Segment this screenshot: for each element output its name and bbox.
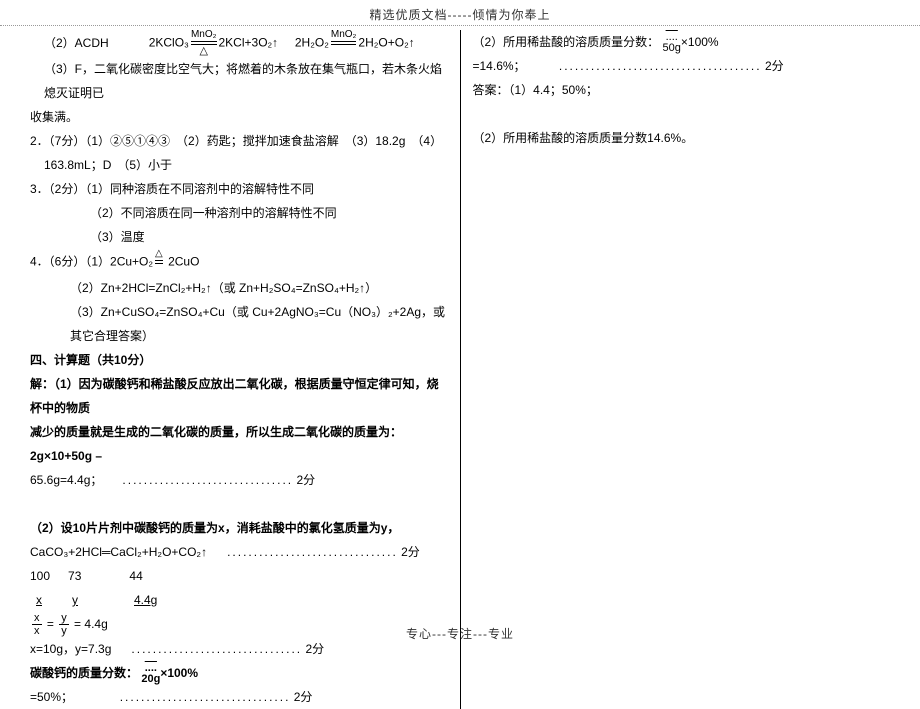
mass-row-1: 100 73 44 xyxy=(30,564,448,588)
label-2: （2）ACDH xyxy=(30,36,109,50)
dots1: ................................ xyxy=(122,473,293,487)
calc-line1c: 65.6g=4.4g； ............................… xyxy=(30,468,448,492)
rxn1-right: 2KCl+3O₂↑ xyxy=(219,36,279,50)
line-q3b: （2）不同溶质在同一种溶剂中的溶解特性不同 xyxy=(30,201,448,225)
m73: 73 xyxy=(68,564,81,588)
q4-arrow: △ xyxy=(155,249,163,276)
left-column: （2）ACDH 2KClO₃MnO₂△2KCl+3O₂↑ 2H₂O₂MnO₂ 2… xyxy=(30,30,461,709)
dots2: ................................ xyxy=(227,545,398,559)
rxn1-left: 2KClO₃ xyxy=(149,36,189,50)
chem-eq: CaCO₃+2HCl═CaCl₂+H₂O+CO₂↑ xyxy=(30,545,207,559)
m44: 44 xyxy=(129,564,142,588)
rxn2-left: 2H₂O₂ xyxy=(295,36,329,50)
page-footer: 专心---专注---专业 xyxy=(0,625,920,642)
line-q2b: 163.8mL；D （5）小于 xyxy=(30,153,448,177)
r-line2: =14.6%； ................................… xyxy=(473,54,891,78)
frac-20g: .... 20g xyxy=(141,663,160,685)
calc1c-val: 65.6g=4.4g； xyxy=(30,473,102,487)
score-2c: 2分 xyxy=(305,642,324,656)
dots4: ................................ xyxy=(120,690,291,704)
line-q3c: （3）温度 xyxy=(30,225,448,249)
q4-right: 2CuO xyxy=(165,255,200,269)
score-2d: 2分 xyxy=(294,690,313,704)
mx: x xyxy=(30,588,48,612)
line-q4b: （2）Zn+2HCl=ZnCl₂+H₂↑（或 Zn+H₂SO₄=ZnSO₄+H₂… xyxy=(30,276,448,300)
r-answer2: （2）所用稀盐酸的溶质质量分数14.6%。 xyxy=(473,126,891,150)
line-3f: （3）F，二氧化碳密度比空气大；将燃着的木条放在集气瓶口，若木条火焰熄灭证明已 xyxy=(30,57,448,105)
page-header: 精选优质文档-----倾情为你奉上 xyxy=(0,0,920,26)
calc-line1b: 减少的质量就是生成的二氧化碳的质量，所以生成二氧化碳的质量为：2g×10+50g… xyxy=(30,420,448,468)
r-dots: ...................................... xyxy=(559,59,762,73)
score-2a: 2分 xyxy=(296,473,315,487)
frac-50g: .... 50g xyxy=(663,32,681,54)
rxn2-right: 2H₂O+O₂↑ xyxy=(358,36,414,50)
line-2-acdh: （2）ACDH 2KClO₃MnO₂△2KCl+3O₂↑ 2H₂O₂MnO₂ 2… xyxy=(30,30,448,57)
right-column: （2）所用稀盐酸的溶质质量分数： .... 50g ×100% =14.6%； … xyxy=(461,30,891,709)
line-q4: 4．（6分）（1）2Cu+O₂△ 2CuO xyxy=(30,249,448,276)
m100: 100 xyxy=(30,564,50,588)
m44g: 4.4g xyxy=(134,588,157,612)
line-3f-cont: 收集满。 xyxy=(30,105,448,129)
q4-left: 4．（6分）（1）2Cu+O₂ xyxy=(30,255,153,269)
section-4-heading: 四、计算题（共10分） xyxy=(30,348,448,372)
line-q2: 2．（7分）（1）②⑤①④③ （2）药匙；搅拌加速食盐溶解 （3）18.2g （… xyxy=(30,129,448,153)
mult100b: ×100% xyxy=(681,35,719,49)
caco3-fraction: 碳酸钙的质量分数： .... 20g ×100% xyxy=(30,661,448,685)
calc-line1: 解：（1）因为碳酸钙和稀盐酸反应放出二氧化碳，根据质量守恒定律可知，烧杯中的物质 xyxy=(30,372,448,420)
line-q3: 3．（2分）（1）同种溶质在不同溶剂中的溶解特性不同 xyxy=(30,177,448,201)
xy-vals: x=10g，y=7.3g xyxy=(30,642,111,656)
r2-val: =14.6%； xyxy=(473,59,526,73)
score-2b: 2分 xyxy=(401,545,420,559)
mult100a: ×100% xyxy=(160,666,198,680)
dots3: ................................ xyxy=(131,642,302,656)
r-answer1: 答案：（1）4.4；50%； xyxy=(473,78,891,102)
line-q4c: （3）Zn+CuSO₄=ZnSO₄+Cu（或 Cu+2AgNO₃=Cu（NO₃）… xyxy=(30,300,448,348)
equation-row: CaCO₃+2HCl═CaCl₂+H₂O+CO₂↑ ..............… xyxy=(30,540,448,564)
caco3-label: 碳酸钙的质量分数： xyxy=(30,666,138,680)
r-line1: （2）所用稀盐酸的溶质质量分数： .... 50g ×100% xyxy=(473,30,891,54)
my: y xyxy=(66,588,84,612)
two-column-layout: （2）ACDH 2KClO₃MnO₂△2KCl+3O₂↑ 2H₂O₂MnO₂ 2… xyxy=(0,26,920,709)
calc2-set: （2）设10片片剂中碳酸钙的质量为x，消耗盐酸中的氯化氢质量为y， xyxy=(30,516,448,540)
r1-label: （2）所用稀盐酸的溶质质量分数： xyxy=(473,35,660,49)
result-50: =50%； ................................ 2… xyxy=(30,685,448,709)
eq50: =50%； xyxy=(30,690,73,704)
rxn1-arrow: MnO₂△ xyxy=(191,30,217,57)
mass-row-2: x y 4.4g xyxy=(30,588,448,612)
rxn2-arrow: MnO₂ xyxy=(331,30,357,57)
r-score: 2分 xyxy=(765,59,784,73)
